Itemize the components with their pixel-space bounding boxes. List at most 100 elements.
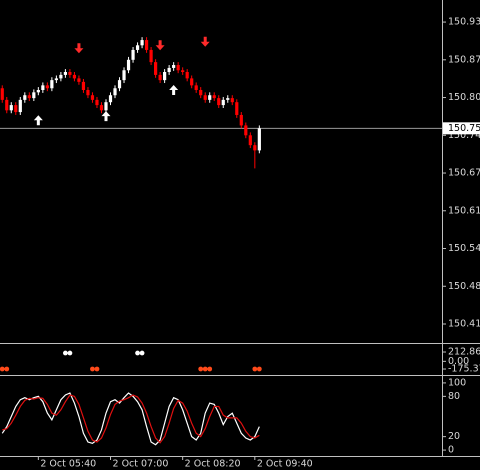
- y-tick-label: 150.545: [448, 243, 480, 254]
- candle-body: [122, 70, 126, 81]
- candle-body: [36, 90, 40, 93]
- candle-body: [81, 81, 86, 90]
- candle-body: [86, 90, 90, 96]
- candle-body: [163, 72, 167, 81]
- candle-body: [190, 78, 194, 86]
- candle-body: [230, 98, 234, 103]
- candle-body: [167, 67, 171, 72]
- candle-body: [99, 105, 104, 111]
- candle-body: [181, 70, 185, 72]
- signal-arrow: [200, 36, 210, 47]
- candle-body: [244, 125, 248, 136]
- candle-body: [203, 95, 207, 100]
- signal-dot: [207, 366, 213, 372]
- y-tick-label: 150.740: [448, 130, 480, 141]
- candle-body: [90, 95, 95, 100]
- candle-body: [45, 85, 49, 89]
- signal-dot: [4, 366, 10, 372]
- candle-body: [5, 99, 9, 111]
- candle-body: [149, 49, 153, 63]
- oscillator-line: [1, 392, 260, 446]
- last-price-box: [443, 122, 480, 135]
- y-tick-label: 0.00: [448, 356, 469, 367]
- y-tick-label: -175.373: [448, 364, 480, 375]
- candle-body: [154, 62, 158, 75]
- candle-body: [32, 92, 36, 99]
- signal-dot: [198, 366, 204, 372]
- candle-body: [221, 99, 225, 106]
- signal-arrow: [74, 43, 84, 54]
- candle-body: [18, 99, 22, 113]
- candle-body: [113, 88, 117, 96]
- signal-dot: [90, 366, 95, 372]
- candle-body: [176, 65, 180, 71]
- candle-body: [199, 90, 203, 96]
- y-tick-label: 100: [448, 377, 466, 388]
- signal-dot: [62, 350, 68, 356]
- y-tick-label: 20: [448, 431, 460, 442]
- candle-body: [257, 128, 261, 151]
- candle-body: [239, 114, 243, 126]
- signal-arrow: [169, 85, 179, 95]
- signal-arrow: [33, 115, 43, 126]
- y-tick-label: 150.610: [448, 205, 480, 216]
- x-tick-label: 2 Oct 07:00: [113, 459, 169, 470]
- candle-body: [135, 45, 140, 50]
- signal-dot: [252, 366, 258, 372]
- candle-body: [104, 102, 108, 111]
- candle-body: [23, 95, 27, 100]
- signal-dot: [67, 350, 73, 356]
- signal-dot: [135, 350, 140, 356]
- candle-body: [212, 95, 216, 99]
- signal-dot: [202, 366, 208, 372]
- candle-body: [77, 78, 81, 82]
- candle-body: [194, 85, 198, 90]
- candle-body: [95, 99, 99, 106]
- y-tick-label: 150.675: [448, 168, 480, 179]
- y-tick-label: 150.805: [448, 92, 480, 103]
- signal-arrow: [101, 111, 111, 122]
- candle-body: [158, 74, 162, 81]
- candle-body: [14, 105, 18, 113]
- candle-body: [131, 49, 135, 60]
- signal-arrow: [155, 40, 165, 51]
- x-tick-label: 2 Oct 08:20: [185, 459, 241, 470]
- y-tick-label: 0: [448, 445, 454, 456]
- candle-body: [217, 98, 221, 106]
- y-tick-label: 150.935: [448, 17, 480, 28]
- candle-body: [185, 72, 189, 79]
- candle-body: [59, 74, 63, 79]
- signal-dot: [94, 366, 100, 372]
- candle-body: [72, 74, 77, 79]
- candle-body: [126, 59, 131, 71]
- x-tick-label: 2 Oct 05:40: [40, 459, 96, 470]
- y-tick-label: 150.870: [448, 54, 480, 65]
- candle-body: [140, 40, 144, 46]
- candle-body: [68, 72, 72, 75]
- candle-body: [172, 65, 176, 68]
- candle-body: [117, 80, 122, 89]
- candle-body: [54, 78, 58, 81]
- x-tick-label: 2 Oct 09:40: [257, 459, 313, 470]
- candle-body: [50, 80, 54, 89]
- candle-body: [9, 105, 13, 111]
- candle-body: [226, 98, 230, 100]
- signal-dot: [256, 366, 262, 372]
- candle-body: [253, 145, 257, 151]
- oscillator-line: [2, 394, 260, 444]
- y-tick-label: 150.480: [448, 281, 480, 292]
- candle-body: [235, 102, 239, 115]
- candle-body: [248, 135, 252, 146]
- candle-body: [27, 95, 31, 99]
- candle-body: [208, 95, 212, 100]
- y-tick-label: 80: [448, 391, 460, 402]
- candle-body: [63, 72, 67, 75]
- candle-body: [0, 88, 4, 100]
- last-price-label: 150.752: [448, 123, 480, 134]
- signal-dot: [139, 350, 145, 356]
- y-tick-label: 150.415: [448, 319, 480, 330]
- candle-body: [41, 85, 45, 90]
- y-tick-label: 212.864: [448, 347, 480, 358]
